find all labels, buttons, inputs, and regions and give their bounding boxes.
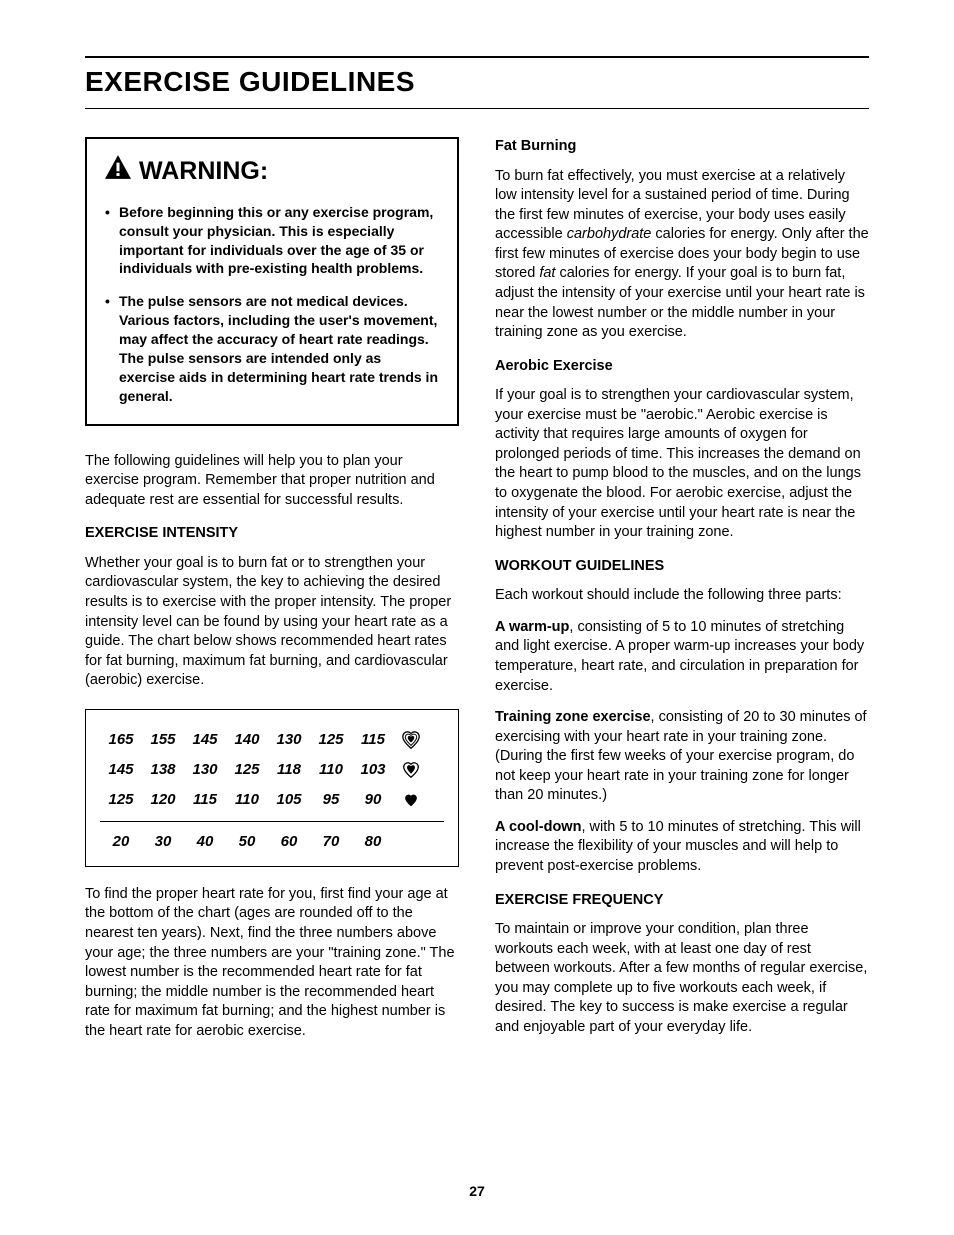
- exercise-intensity-heading: EXERCISE INTENSITY: [85, 524, 459, 544]
- warmup-label: A warm-up: [495, 619, 569, 635]
- chart-cell: 120: [142, 790, 184, 810]
- heart-rate-chart: 165 155 145 140 130 125 115: [85, 709, 459, 867]
- chart-row-fatburn: 125 120 115 110 105 95 90: [100, 790, 444, 810]
- training-label: Training zone exercise: [495, 709, 651, 725]
- chart-cell: 110: [310, 760, 352, 780]
- chart-age-cell: 50: [226, 832, 268, 852]
- chart-age-cell: 20: [100, 832, 142, 852]
- warmup-paragraph: A warm-up, consisting of 5 to 10 minutes…: [495, 618, 869, 696]
- chart-cell: 95: [310, 790, 352, 810]
- frequency-heading: EXERCISE FREQUENCY: [495, 891, 869, 911]
- chart-cell: 125: [310, 730, 352, 750]
- warning-box: WARNING: Before beginning this or any ex…: [85, 137, 459, 426]
- cooldown-label: A cool-down: [495, 819, 581, 835]
- chart-cell: 103: [352, 760, 394, 780]
- chart-age-cell: 30: [142, 832, 184, 852]
- chart-age-cell: 40: [184, 832, 226, 852]
- chart-cell: 130: [184, 760, 226, 780]
- chart-row-ages: 20 30 40 50 60 70 80: [100, 832, 444, 852]
- chart-row-maxfat: 145 138 130 125 118 110 103: [100, 760, 444, 780]
- left-column: WARNING: Before beginning this or any ex…: [85, 137, 459, 1053]
- chart-age-cell: 70: [310, 832, 352, 852]
- page-number: 27: [0, 1183, 954, 1199]
- chart-cell: 145: [100, 760, 142, 780]
- chart-cell: 145: [184, 730, 226, 750]
- warning-item: The pulse sensors are not medical device…: [105, 292, 439, 405]
- italic-term: fat: [539, 265, 555, 281]
- exercise-intensity-body: Whether your goal is to burn fat or to s…: [85, 554, 459, 691]
- cooldown-paragraph: A cool-down, with 5 to 10 minutes of str…: [495, 818, 869, 877]
- chart-cell: 90: [352, 790, 394, 810]
- training-paragraph: Training zone exercise, consisting of 20…: [495, 708, 869, 806]
- chart-cell: 130: [268, 730, 310, 750]
- warning-item: Before beginning this or any exercise pr…: [105, 203, 439, 279]
- heart-outline-icon: [394, 762, 428, 778]
- chart-cell: 125: [226, 760, 268, 780]
- heart-solid-icon: [394, 794, 428, 807]
- warning-triangle-icon: [105, 155, 131, 189]
- heart-triple-icon: [394, 731, 428, 749]
- aerobic-body: If your goal is to strengthen your cardi…: [495, 386, 869, 543]
- workout-guidelines-heading: WORKOUT GUIDELINES: [495, 557, 869, 577]
- title-underline: [85, 108, 869, 109]
- top-rule: [85, 56, 869, 58]
- chart-row-aerobic: 165 155 145 140 130 125 115: [100, 730, 444, 750]
- chart-cell: 105: [268, 790, 310, 810]
- fat-burning-heading: Fat Burning: [495, 137, 869, 157]
- page-title: EXERCISE GUIDELINES: [85, 66, 869, 98]
- chart-cell: 118: [268, 760, 310, 780]
- chart-age-cell: 80: [352, 832, 394, 852]
- two-column-layout: WARNING: Before beginning this or any ex…: [85, 137, 869, 1053]
- chart-cell: 115: [184, 790, 226, 810]
- chart-cell: 165: [100, 730, 142, 750]
- italic-term: carbohydrate: [567, 226, 652, 242]
- chart-divider: [100, 821, 444, 822]
- chart-cell: 125: [100, 790, 142, 810]
- after-chart-paragraph: To find the proper heart rate for you, f…: [85, 885, 459, 1042]
- chart-cell: 155: [142, 730, 184, 750]
- fat-burning-body: To burn fat effectively, you must exerci…: [495, 167, 869, 343]
- aerobic-heading: Aerobic Exercise: [495, 357, 869, 377]
- chart-cell: 110: [226, 790, 268, 810]
- chart-age-cell: 60: [268, 832, 310, 852]
- warning-label: WARNING:: [139, 155, 268, 189]
- workout-intro: Each workout should include the followin…: [495, 586, 869, 606]
- warning-list: Before beginning this or any exercise pr…: [105, 203, 439, 406]
- chart-cell: 140: [226, 730, 268, 750]
- chart-cell: 138: [142, 760, 184, 780]
- warning-heading: WARNING:: [105, 155, 439, 189]
- document-page: EXERCISE GUIDELINES WARNING: Before begi…: [0, 0, 954, 1235]
- frequency-body: To maintain or improve your condition, p…: [495, 920, 869, 1037]
- right-column: Fat Burning To burn fat effectively, you…: [495, 137, 869, 1053]
- intro-paragraph: The following guidelines will help you t…: [85, 452, 459, 511]
- chart-cell: 115: [352, 730, 394, 750]
